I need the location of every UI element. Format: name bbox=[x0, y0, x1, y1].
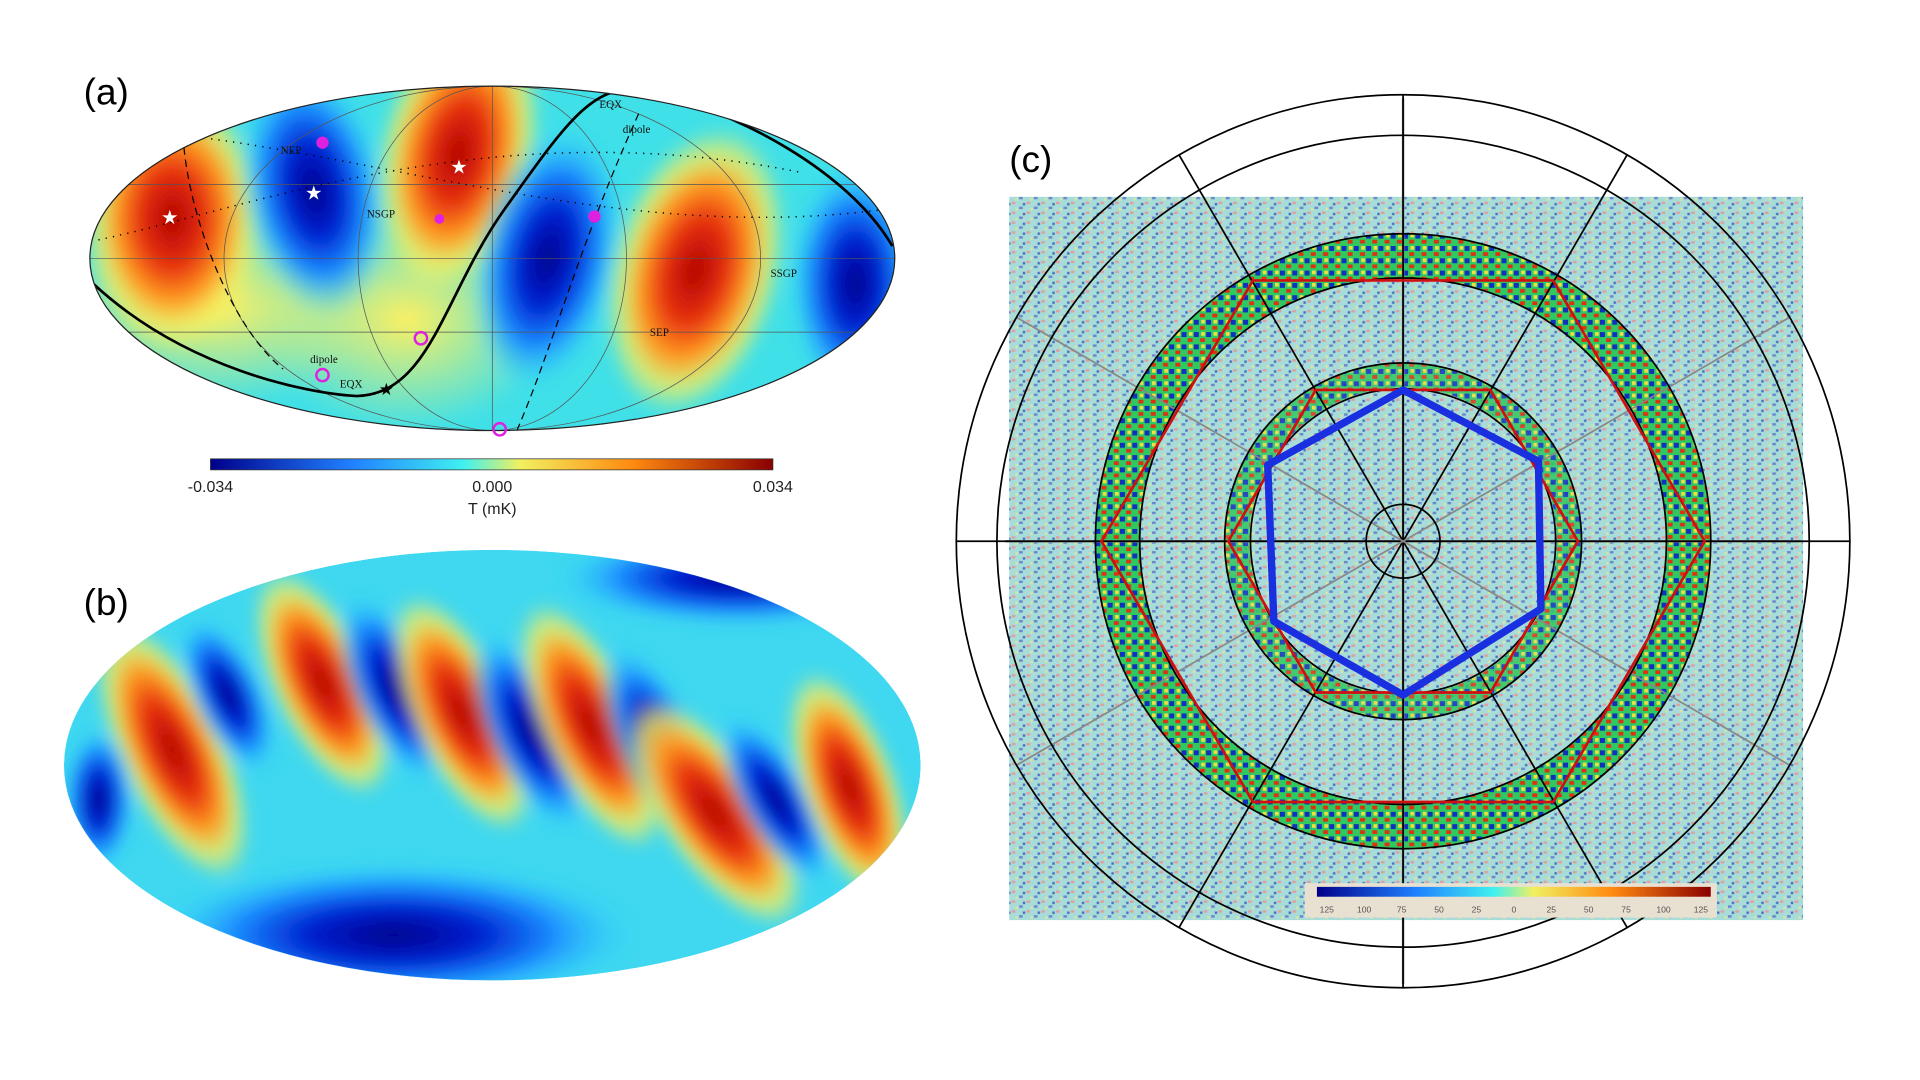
annotation: EQX bbox=[599, 99, 622, 111]
annotation: EQX bbox=[340, 378, 363, 390]
colorbar-c: 125 100 75 50 25 0 25 50 75 100 125 bbox=[1320, 905, 1709, 915]
svg-text:★: ★ bbox=[305, 182, 323, 204]
circle-map bbox=[955, 93, 1851, 989]
colorbar-tick: 50 bbox=[1434, 905, 1444, 915]
annotation: dipole bbox=[623, 124, 651, 136]
colorbar-tick: 0.000 bbox=[472, 479, 512, 496]
colorbar-tick: 75 bbox=[1397, 905, 1407, 915]
colorbar bbox=[210, 458, 774, 471]
annotation: NEP bbox=[281, 145, 302, 157]
markers bbox=[315, 136, 601, 437]
sky-map-a bbox=[89, 86, 895, 431]
svg-text:★: ★ bbox=[379, 379, 394, 399]
annotation: SEP bbox=[650, 327, 669, 339]
panel-label: (b) bbox=[84, 582, 129, 623]
colorbar-tick: 25 bbox=[1472, 905, 1482, 915]
annotation: SSGP bbox=[770, 268, 796, 280]
svg-text:★: ★ bbox=[450, 156, 468, 178]
colorbar-tick: 75 bbox=[1621, 905, 1631, 915]
colorbar-tick: 0.034 bbox=[753, 479, 793, 496]
colorbar-tick: 0 bbox=[1511, 905, 1516, 915]
colorbar-label: T (mK) bbox=[468, 501, 517, 518]
panel-label: (c) bbox=[1009, 139, 1052, 180]
sky-outline bbox=[89, 85, 896, 432]
annotation: dipole bbox=[310, 354, 338, 366]
colorbar-tick: 100 bbox=[1656, 905, 1671, 915]
colorbar-tick: 125 bbox=[1694, 905, 1709, 915]
annotation: NSGP bbox=[367, 209, 395, 221]
colorbar-tick: 25 bbox=[1546, 905, 1556, 915]
colorbar-tick: 50 bbox=[1584, 905, 1594, 915]
panel-label: (a) bbox=[84, 72, 129, 113]
stars: ★ ★ ★ ★ bbox=[161, 156, 468, 398]
colorbar-tick: -0.034 bbox=[188, 479, 233, 496]
sky-map-b bbox=[64, 549, 921, 981]
svg-text:★: ★ bbox=[161, 207, 179, 229]
colorbar-tick: 100 bbox=[1357, 905, 1372, 915]
colorbar-tick: 125 bbox=[1320, 905, 1335, 915]
